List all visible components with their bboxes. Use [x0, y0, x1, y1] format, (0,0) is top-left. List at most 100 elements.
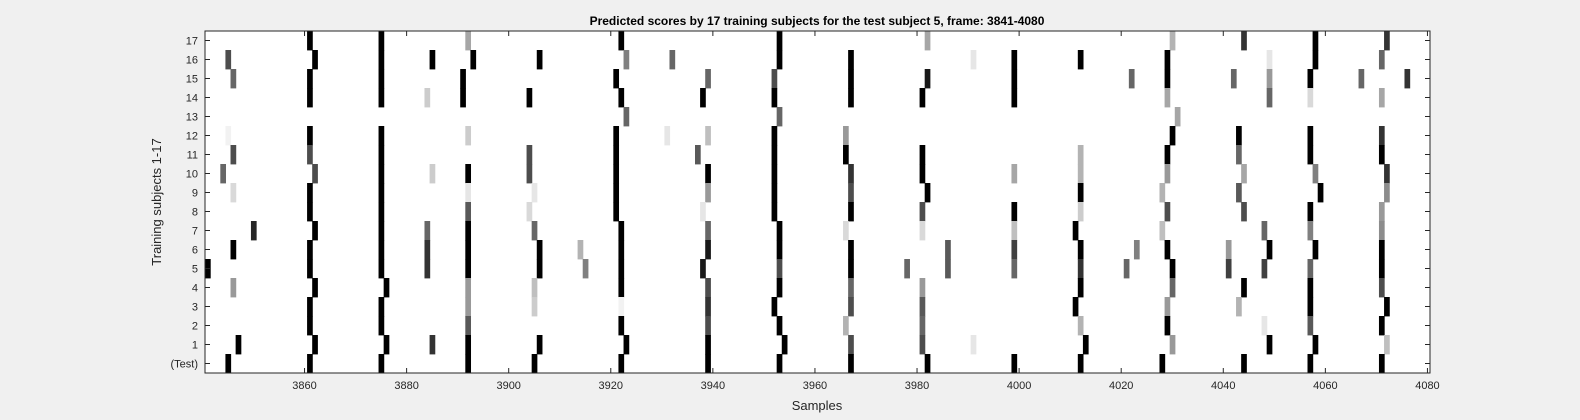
- heatmap-cell: [771, 69, 778, 89]
- heatmap-cell: [776, 259, 783, 279]
- heatmap-cell: [848, 164, 854, 184]
- heatmap-cells: [205, 31, 1411, 374]
- heatmap-cell: [378, 221, 385, 241]
- heatmap-cell: [613, 126, 620, 146]
- heatmap-cell: [230, 145, 237, 165]
- heatmap-cell: [470, 50, 477, 70]
- heatmap-cell: [919, 202, 926, 222]
- heatmap-cell: [1307, 221, 1314, 241]
- heatmap-cell: [848, 278, 854, 298]
- heatmap-cell: [1261, 316, 1268, 336]
- heatmap-cell: [781, 335, 788, 355]
- heatmap-cell: [924, 183, 931, 203]
- heatmap-cell: [618, 240, 625, 260]
- heatmap-cell: [1312, 50, 1319, 70]
- heatmap-cell: [1164, 164, 1171, 184]
- heatmap-cell: [776, 278, 783, 298]
- heatmap-cell: [705, 240, 711, 260]
- heatmap-cell: [1159, 354, 1166, 374]
- heatmap-cell: [848, 335, 854, 355]
- heatmap-cell: [1082, 335, 1089, 355]
- heatmap-cell: [1312, 240, 1319, 260]
- heatmap-cell: [526, 164, 533, 184]
- x-tick-label: 3920: [599, 380, 623, 392]
- heatmap-cell: [1225, 259, 1232, 279]
- heatmap-cell: [465, 126, 472, 146]
- y-tick-label: 2: [192, 321, 198, 333]
- x-tick-label: 3860: [292, 380, 316, 392]
- heatmap-cell: [1378, 145, 1385, 165]
- heatmap-cell: [465, 202, 472, 222]
- heatmap-cell: [429, 164, 436, 184]
- heatmap-cell: [1241, 354, 1247, 374]
- heatmap-cell: [1236, 297, 1242, 317]
- heatmap-cell: [378, 202, 385, 222]
- heatmap-cell: [1169, 259, 1176, 279]
- heatmap-cell: [531, 278, 538, 298]
- heatmap-cell: [1077, 183, 1084, 203]
- heatmap-cell: [230, 278, 237, 298]
- heatmap-cell: [230, 240, 237, 260]
- heatmap-cell: [848, 259, 854, 279]
- heatmap-cell: [526, 145, 533, 165]
- heatmap-cell: [776, 50, 783, 70]
- heatmap-cell: [848, 297, 854, 317]
- y-tick-label: 14: [186, 93, 198, 105]
- heatmap-cell: [1236, 145, 1242, 165]
- heatmap-cell: [919, 335, 926, 355]
- heatmap-cell: [1077, 240, 1084, 260]
- heatmap-cell: [378, 240, 385, 260]
- heatmap-cell: [312, 221, 318, 241]
- heatmap-cell: [1266, 88, 1273, 108]
- heatmap-cell: [1378, 202, 1385, 222]
- heatmap-cell: [695, 145, 701, 165]
- heatmap-cell: [771, 164, 778, 184]
- heatmap-cell: [1266, 240, 1273, 260]
- heatmap-cell: [904, 259, 910, 279]
- heatmap-cell: [1266, 50, 1273, 70]
- heatmap-cell: [465, 316, 472, 336]
- heatmap-cell: [705, 354, 711, 374]
- heatmap-cell: [1378, 354, 1385, 374]
- heatmap-cell: [945, 240, 951, 260]
- heatmap-cell: [848, 88, 854, 108]
- heatmap-cell: [307, 183, 313, 203]
- heatmap-cell: [307, 202, 313, 222]
- heatmap-cell: [1307, 259, 1314, 279]
- heatmap-cell: [1159, 221, 1166, 241]
- heatmap-cell: [1123, 259, 1130, 279]
- plot-area: [205, 31, 1430, 373]
- heatmap-cell: [312, 50, 318, 70]
- heatmap-cell: [465, 221, 472, 241]
- heatmap-cell: [776, 316, 783, 336]
- heatmap-cell: [771, 126, 778, 146]
- heatmap-cell: [465, 183, 472, 203]
- x-tick-label: 4000: [1007, 380, 1031, 392]
- heatmap-cell: [378, 126, 385, 146]
- y-tick-label: (Test): [171, 359, 199, 371]
- heatmap-cell: [307, 259, 313, 279]
- heatmap-cell: [465, 259, 472, 279]
- heatmap-cell: [1266, 69, 1273, 89]
- heatmap-cell: [919, 164, 926, 184]
- heatmap-cell: [307, 31, 313, 51]
- y-tick-label: 13: [186, 112, 198, 124]
- heatmap-cell: [1317, 183, 1324, 203]
- heatmap-cell: [378, 354, 385, 374]
- heatmap-cell: [1307, 88, 1314, 108]
- heatmap-cell: [1312, 335, 1319, 355]
- heatmap-cell: [1011, 354, 1018, 374]
- heatmap-cell: [618, 278, 625, 298]
- heatmap-cell: [1307, 69, 1314, 89]
- heatmap-cell: [776, 354, 783, 374]
- heatmap-cell: [1077, 50, 1084, 70]
- heatmap-cell: [1384, 297, 1390, 317]
- heatmap-cell: [378, 69, 385, 89]
- heatmap-cell: [771, 202, 778, 222]
- heatmap-cell: [526, 202, 533, 222]
- heatmap-cell: [307, 69, 313, 89]
- heatmap-cell: [460, 88, 466, 108]
- heatmap-cell: [378, 145, 385, 165]
- heatmap-cell: [1312, 164, 1319, 184]
